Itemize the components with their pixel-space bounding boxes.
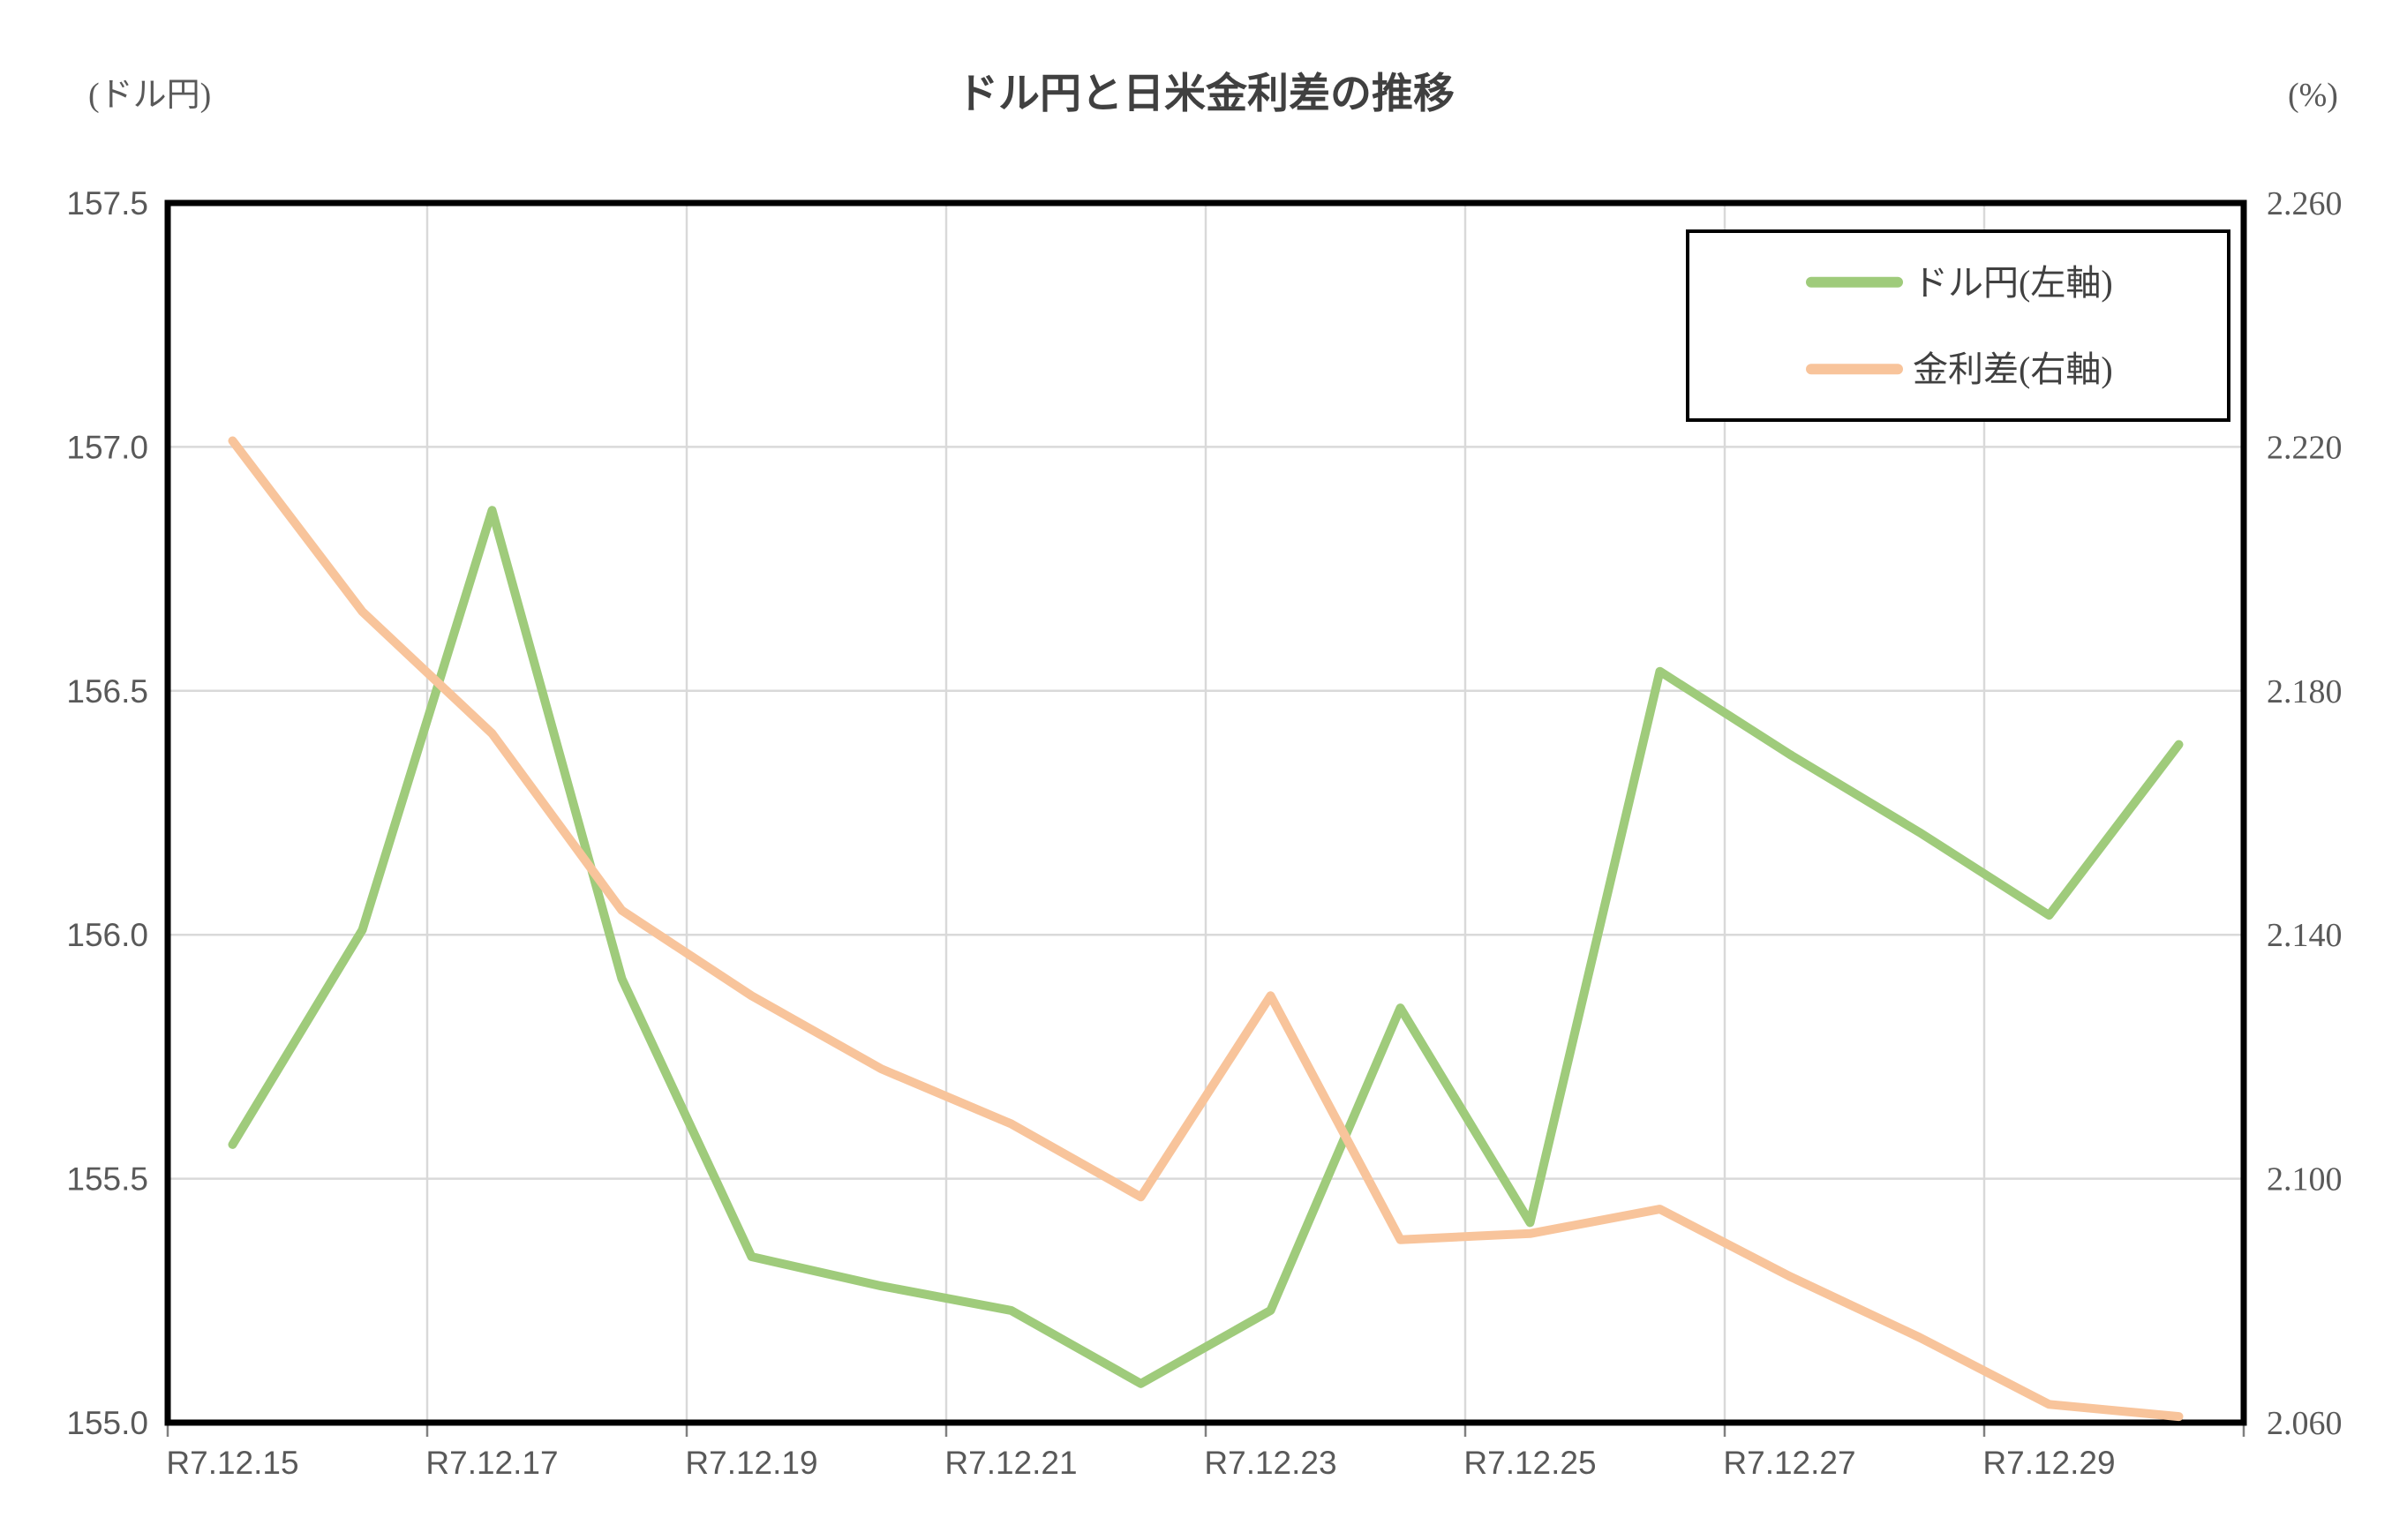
x-axis-tick-label: R7.12.23: [1204, 1445, 1336, 1481]
series-line-usdjpy: [228, 506, 2184, 1388]
right-axis-unit-label: (%): [2288, 77, 2338, 114]
right-axis-tick-label: 2.220: [2267, 429, 2343, 466]
plot-border: [164, 199, 2247, 1426]
left-axis-tick-label: 156.0: [66, 917, 148, 953]
right-axis-tick-label: 2.140: [2267, 917, 2343, 954]
legend-label: 金利差(右軸): [1913, 349, 2113, 389]
series-line-rate-diff: [228, 436, 2184, 1422]
right-axis-tick-label: 2.260: [2267, 185, 2343, 222]
x-axis-tick-label: R7.12.17: [425, 1445, 558, 1481]
left-axis-tick-label: 155.0: [66, 1405, 148, 1441]
legend-label: ドル円(左軸): [1913, 263, 2113, 303]
x-axis-tick-label: R7.12.25: [1463, 1445, 1596, 1481]
legend-box: [1686, 229, 2230, 422]
right-axis-tick-label: 2.060: [2267, 1405, 2343, 1442]
right-axis-tick-label: 2.180: [2267, 673, 2343, 710]
plot-area: 157.5 157.0 156.5 156.0 155.5 155.0 2.260 2.220…: [66, 185, 2342, 1481]
chart-title: ドル円と日米金利差の推移: [957, 70, 1455, 116]
left-axis-tick-label: 157.0: [66, 429, 148, 465]
left-axis-tick-label: 155.5: [66, 1161, 148, 1198]
x-axis-tick-label: R7.12.27: [1723, 1445, 1855, 1481]
left-axis-unit-label: (ドル円): [88, 77, 211, 114]
x-axis-tick-label: R7.12.29: [1982, 1445, 2115, 1481]
left-axis-tick-label: 156.5: [66, 673, 148, 710]
x-axis-tick-label: R7.12.21: [944, 1445, 1077, 1481]
x-axis-tick-label: R7.12.19: [685, 1445, 817, 1481]
left-axis-tick-label: 157.5: [66, 185, 148, 222]
x-axis-tick-label: R7.12.15: [166, 1445, 298, 1481]
right-axis-tick-label: 2.100: [2267, 1161, 2343, 1198]
